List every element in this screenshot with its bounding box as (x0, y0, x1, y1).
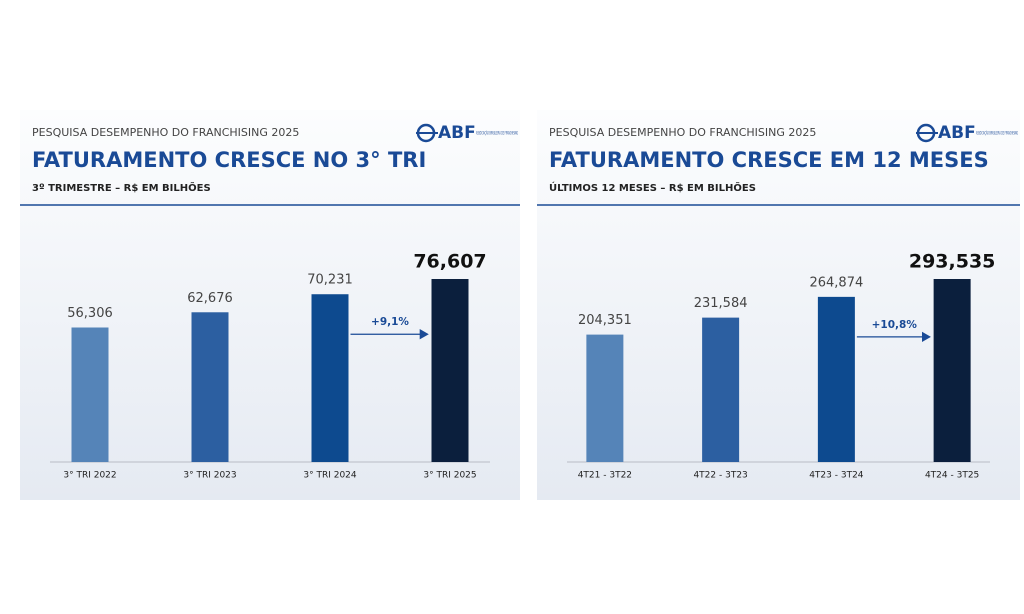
logo-subtitle: ASSOCIAÇÃO BRASILEIRA DE FRANCHISING (476, 130, 518, 137)
chart-title: FATURAMENTO CRESCE EM 12 MESES (549, 148, 989, 172)
value-label: 56,306 (67, 306, 113, 321)
value-label: 264,874 (809, 275, 863, 290)
value-label: 204,351 (578, 313, 632, 328)
logo-subtitle: ASSOCIAÇÃO BRASILEIRA DE FRANCHISING (976, 130, 1018, 137)
bar (71, 327, 109, 462)
bar (586, 334, 624, 462)
chart-panel: PESQUISA DESEMPENHO DO FRANCHISING 2025 F… (20, 110, 520, 500)
annotation: +9,1% (371, 316, 409, 328)
x-tick-label: 4T22 - 3T23 (693, 471, 747, 481)
x-tick-label: 3° TRI 2022 (63, 471, 116, 481)
logo: ABF (438, 123, 476, 143)
bar (191, 312, 229, 462)
x-tick-label: 4T21 - 3T22 (578, 471, 632, 481)
logo: ABF (938, 123, 976, 143)
bar (702, 317, 740, 462)
value-label: 293,535 (909, 251, 996, 273)
x-tick-label: 3° TRI 2023 (183, 471, 236, 481)
value-label: 231,584 (694, 296, 748, 311)
bar (817, 296, 855, 462)
bar (933, 279, 971, 462)
value-label: 70,231 (307, 273, 353, 288)
x-tick-label: 3° TRI 2025 (423, 471, 476, 481)
value-label: 76,607 (413, 251, 486, 273)
chart-subtitle: ÚLTIMOS 12 MESES – R$ EM BILHÕES (549, 181, 756, 194)
x-tick-label: 3° TRI 2024 (303, 471, 357, 481)
header: PESQUISA DESEMPENHO DO FRANCHISING 2025 (32, 126, 299, 139)
bar (431, 279, 469, 462)
bar (311, 294, 349, 462)
value-label: 62,676 (187, 291, 233, 306)
header: PESQUISA DESEMPENHO DO FRANCHISING 2025 (549, 126, 816, 139)
annotation: +10,8% (872, 319, 918, 331)
chart-subtitle: 3º TRIMESTRE – R$ EM BILHÕES (32, 181, 211, 194)
x-tick-label: 4T23 - 3T24 (809, 471, 864, 481)
chart-panel: PESQUISA DESEMPENHO DO FRANCHISING 2025 F… (537, 110, 1020, 500)
x-tick-label: 4T24 - 3T25 (925, 471, 979, 481)
chart-title: FATURAMENTO CRESCE NO 3° TRI (32, 148, 426, 172)
